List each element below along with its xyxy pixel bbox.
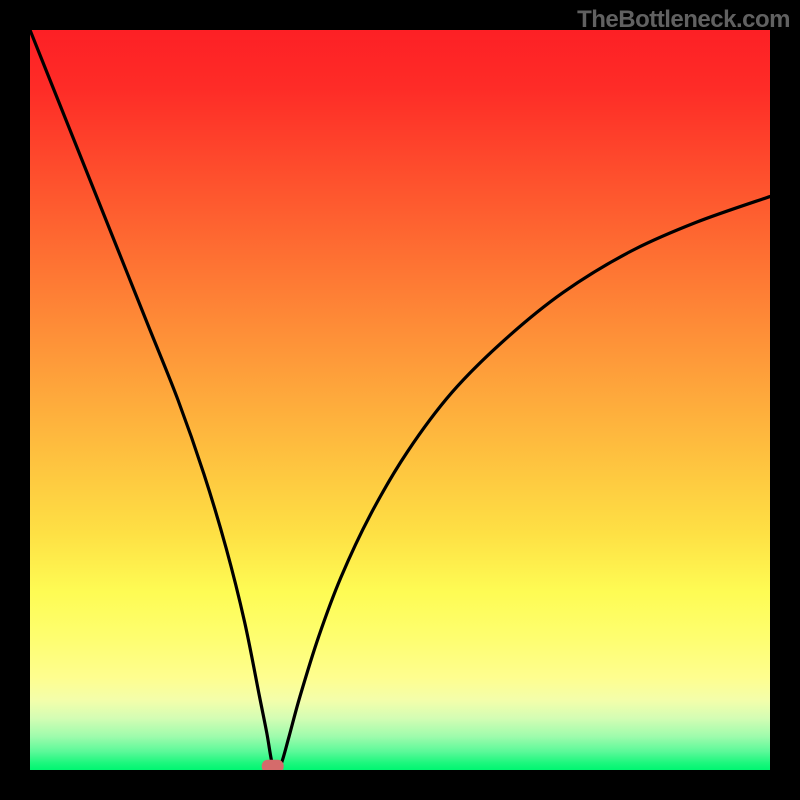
plot-area [30, 30, 770, 770]
optimal-point-marker [262, 760, 284, 770]
chart-background [30, 30, 770, 770]
chart-svg [30, 30, 770, 770]
chart-frame: TheBottleneck.com [0, 0, 800, 800]
